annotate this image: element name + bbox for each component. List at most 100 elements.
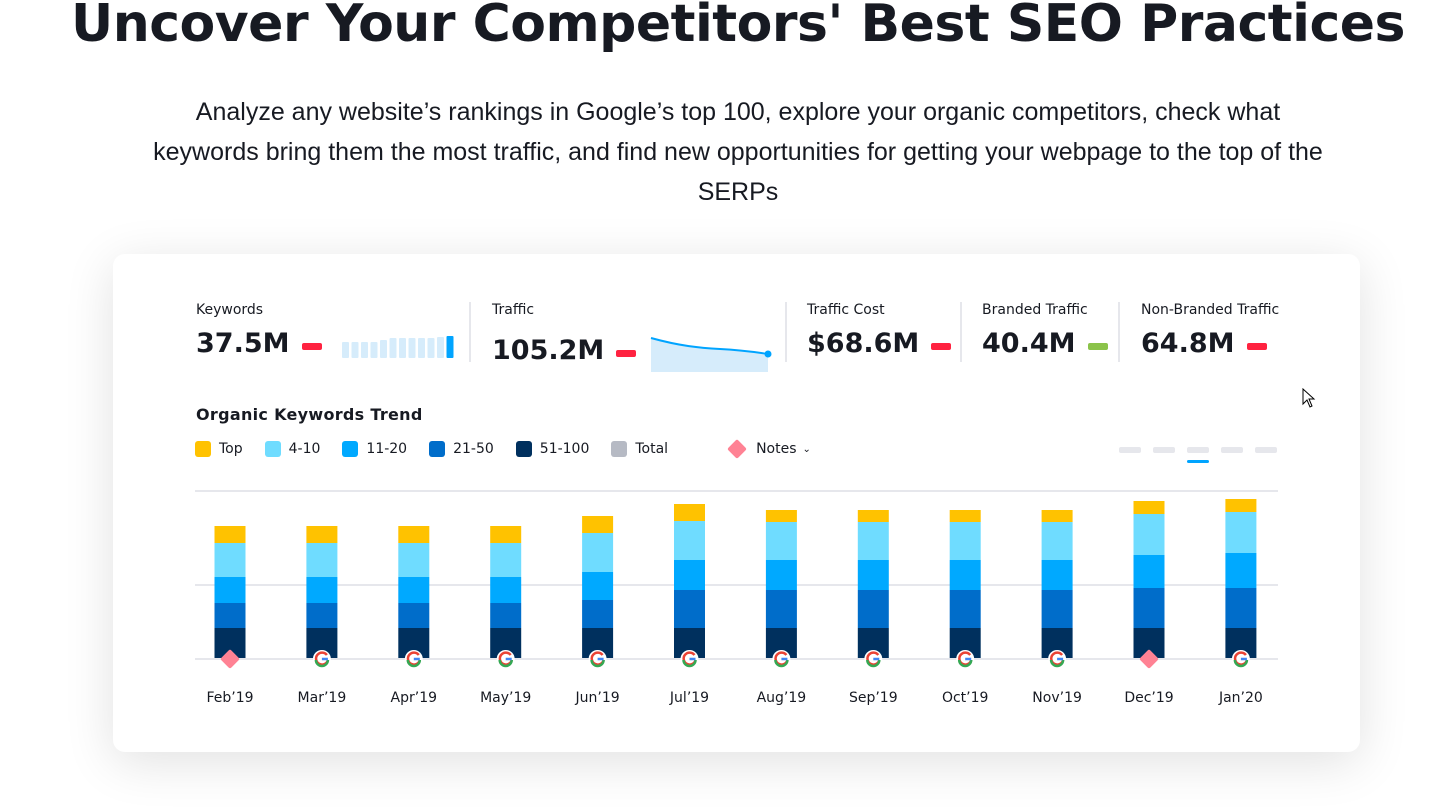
legend-total[interactable]: Total: [611, 441, 668, 457]
bar-segment-4-10[interactable]: [398, 543, 430, 577]
bar-segment-Top[interactable]: [306, 526, 338, 543]
bar-segment-21-50[interactable]: [1041, 590, 1073, 628]
bar-segment-4-10[interactable]: [1041, 522, 1073, 560]
legend-label: Total: [635, 441, 669, 457]
bar-segment-21-50[interactable]: [306, 603, 338, 628]
bar-segment-11-20[interactable]: [674, 560, 705, 590]
x-tick-label: Aug’19: [757, 690, 807, 706]
metric-label: Branded Traffic: [982, 302, 1088, 318]
bar-segment-11-20[interactable]: [582, 572, 614, 600]
google-update-icon[interactable]: [1048, 650, 1067, 668]
bar-segment-Top[interactable]: [398, 526, 430, 543]
trend-indicator: [1246, 343, 1267, 350]
bar-segment-21-50[interactable]: [857, 590, 889, 628]
pager-dot[interactable]: [1255, 447, 1277, 453]
bar-segment-11-20[interactable]: [306, 577, 338, 603]
metric-value: 64.8M: [1141, 328, 1235, 359]
bar-segment-11-20[interactable]: [1133, 555, 1165, 588]
x-tick-label: Sep’19: [849, 690, 898, 706]
google-update-icon[interactable]: [1231, 650, 1250, 668]
pager-dot-active[interactable]: [1187, 447, 1209, 463]
bar-segment-11-20[interactable]: [214, 577, 246, 603]
x-tick-label: Jan’20: [1218, 690, 1263, 706]
metric-non-branded-traffic[interactable]: Non-Branded Traffic 64.8M: [1141, 302, 1279, 359]
bar-segment-11-20[interactable]: [765, 560, 797, 590]
x-tick-label: Nov’19: [1032, 690, 1082, 706]
google-update-icon[interactable]: [588, 650, 607, 668]
divider: [1118, 302, 1120, 362]
bar-segment-11-20[interactable]: [1225, 553, 1257, 588]
bar-segment-Top[interactable]: [949, 510, 981, 522]
x-tick-label: Apr’19: [391, 690, 437, 706]
bar-segment-Top[interactable]: [857, 510, 889, 522]
legend-label: 21-50: [453, 441, 494, 457]
x-tick-label: Mar’19: [298, 690, 347, 706]
legend-swatch: [264, 441, 281, 457]
metric-keywords[interactable]: Keywords 37.5M: [196, 302, 462, 359]
bar-segment-21-50[interactable]: [674, 590, 705, 628]
metric-label: Keywords: [196, 302, 264, 318]
google-update-icon[interactable]: [956, 650, 975, 668]
bar-segment-Top[interactable]: [214, 526, 246, 543]
notes-dropdown[interactable]: Notes ⌄: [727, 439, 811, 459]
chart-legend: Top 4-10 11-20 21-50 51-100 Total Notes ⌄: [195, 439, 811, 459]
bar-segment-21-50[interactable]: [214, 603, 246, 628]
legend-21-50[interactable]: 21-50: [429, 441, 494, 457]
bar-segment-4-10[interactable]: [306, 543, 338, 577]
bar-segment-4-10[interactable]: [674, 521, 705, 560]
legend-top[interactable]: Top: [195, 441, 243, 457]
legend-label: 4-10: [288, 441, 321, 457]
metric-label: Traffic: [492, 302, 535, 318]
google-update-icon[interactable]: [496, 650, 515, 668]
bar-segment-4-10[interactable]: [582, 533, 614, 572]
metric-traffic[interactable]: Traffic 105.2M: [492, 302, 775, 372]
legend-11-20[interactable]: 11-20: [342, 441, 407, 457]
bar-segment-11-20[interactable]: [857, 560, 889, 590]
metric-value: 40.4M: [982, 328, 1076, 359]
hero-subtitle: Analyze any website’s rankings in Google…: [153, 98, 1323, 206]
bar-segment-11-20[interactable]: [1041, 560, 1073, 590]
bar-segment-Top[interactable]: [1225, 499, 1257, 512]
google-update-icon[interactable]: [772, 650, 791, 668]
note-marker-icon[interactable]: [220, 649, 240, 669]
bar-segment-21-50[interactable]: [1133, 588, 1165, 628]
bar-segment-Top[interactable]: [765, 510, 797, 522]
bar-segment-4-10[interactable]: [490, 543, 522, 577]
bar-segment-4-10[interactable]: [857, 522, 889, 560]
bar-segment-21-50[interactable]: [490, 603, 522, 628]
sparkbar: [389, 337, 396, 358]
bar-segment-11-20[interactable]: [490, 577, 522, 603]
chevron-down-icon: ⌄: [802, 443, 811, 455]
legend-51-100[interactable]: 51-100: [515, 441, 589, 457]
google-update-icon[interactable]: [864, 650, 883, 668]
bar-segment-21-50[interactable]: [949, 590, 981, 628]
bar-segment-4-10[interactable]: [765, 522, 797, 560]
pager-dot[interactable]: [1153, 447, 1175, 453]
bar-segment-4-10[interactable]: [1133, 514, 1165, 555]
metric-traffic-cost[interactable]: Traffic Cost $68.6M: [807, 302, 952, 359]
trend-indicator: [1087, 343, 1108, 350]
bar-segment-Top[interactable]: [1041, 510, 1073, 522]
bar-segment-4-10[interactable]: [949, 522, 981, 560]
bar-segment-11-20[interactable]: [398, 577, 430, 603]
bar-segment-Top[interactable]: [582, 516, 614, 533]
bar-segment-21-50[interactable]: [398, 603, 430, 628]
sparkbar: [351, 341, 358, 358]
metric-branded-traffic[interactable]: Branded Traffic 40.4M: [982, 302, 1108, 359]
bar-segment-Top[interactable]: [674, 504, 705, 521]
google-update-icon[interactable]: [404, 650, 423, 668]
bar-segment-21-50[interactable]: [1225, 588, 1257, 628]
bar-segment-4-10[interactable]: [1225, 512, 1257, 553]
bar-segment-21-50[interactable]: [582, 600, 614, 628]
legend-4-10[interactable]: 4-10: [264, 441, 321, 457]
pager-dot[interactable]: [1221, 447, 1243, 453]
pager-dot[interactable]: [1119, 447, 1141, 453]
note-marker-icon[interactable]: [1139, 649, 1159, 669]
bar-segment-11-20[interactable]: [949, 560, 981, 590]
bar-segment-21-50[interactable]: [765, 590, 797, 628]
google-update-icon[interactable]: [312, 650, 331, 668]
google-update-icon[interactable]: [680, 650, 699, 668]
bar-segment-Top[interactable]: [1133, 501, 1165, 514]
bar-segment-4-10[interactable]: [214, 543, 246, 577]
bar-segment-Top[interactable]: [490, 526, 522, 543]
